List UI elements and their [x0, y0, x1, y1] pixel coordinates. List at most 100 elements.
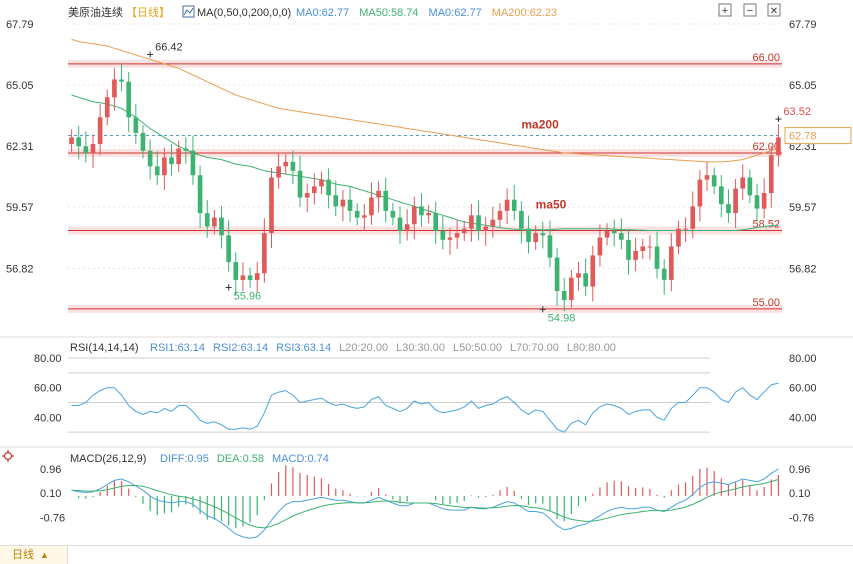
rsi-y-tick-right: 60.00	[789, 383, 817, 395]
candle-body	[404, 224, 410, 231]
candle-body	[390, 210, 396, 218]
candle-body	[690, 206, 696, 229]
zoom-out-icon: −	[747, 5, 753, 17]
candle-body	[454, 233, 460, 238]
ma200-line	[71, 38, 779, 163]
indicator-settings-icon[interactable]	[2, 450, 14, 462]
rsi-legend-item: L20:20.00	[339, 342, 388, 354]
y-tick-label-left: 67.79	[6, 19, 34, 31]
zoom-in-button[interactable]: +	[718, 3, 732, 17]
candle-body	[233, 262, 239, 280]
bottom-toolbar: 日线 ▲	[0, 545, 853, 564]
candle-body	[76, 137, 82, 147]
candle-body	[661, 268, 667, 280]
candle-body	[276, 166, 281, 178]
candle-body	[569, 277, 574, 300]
candle-body	[576, 273, 581, 278]
macd-y-tick-right: 0.96	[789, 464, 810, 476]
ma-legend-item: MA200:62.23	[492, 7, 557, 19]
candle-body	[469, 215, 474, 229]
candle-body	[683, 228, 688, 230]
candle-body	[447, 237, 453, 240]
macd-dea-line	[71, 479, 779, 529]
candle-body	[369, 197, 374, 216]
close-panel-button[interactable]: ✕	[767, 3, 781, 17]
rsi-y-tick-left: 80.00	[34, 353, 62, 365]
candle-body	[290, 161, 296, 171]
candle-body	[669, 246, 674, 280]
macd-title: MACD(26,12,9)	[70, 453, 146, 465]
candle-body	[176, 148, 181, 165]
candle-body	[426, 213, 431, 216]
period-label[interactable]: 【日线】	[126, 5, 170, 19]
macd-y-tick-right: -0.76	[789, 512, 814, 524]
rsi-y-tick-right: 40.00	[789, 412, 817, 424]
ma-legend-item: MA0:62.77	[429, 7, 482, 19]
candle-body	[262, 233, 267, 274]
candle-body	[547, 235, 553, 258]
candle-body	[154, 166, 160, 176]
rsi-line	[71, 382, 779, 433]
candle-body	[204, 213, 210, 227]
period-selector[interactable]: 日线 ▲	[0, 546, 68, 564]
candle-body	[69, 137, 74, 145]
candle-body	[97, 117, 103, 145]
zoom-in-icon: +	[722, 5, 728, 17]
ma-text-label: ma50	[536, 198, 567, 212]
y-tick-label-right: 65.05	[789, 80, 817, 92]
instrument-title: 美原油连续	[68, 5, 123, 19]
rsi-title: RSI(14,14,14)	[70, 342, 138, 354]
rsi-y-tick-right: 80.00	[789, 353, 817, 365]
candle-body	[361, 215, 367, 218]
rsi-legend-item: L50:50.00	[453, 342, 502, 354]
level-label: 55.00	[752, 297, 780, 309]
rsi-legend-item: L70:70.00	[510, 342, 559, 354]
candle-body	[490, 219, 496, 227]
candle-body	[197, 175, 203, 214]
candle-body	[219, 217, 224, 236]
candle-body	[312, 186, 317, 194]
candle-body	[90, 144, 96, 153]
macd-y-tick-left: -0.76	[40, 512, 65, 524]
ma-settings-icon[interactable]	[182, 5, 195, 18]
last-price-label: 62.78	[789, 131, 817, 143]
extreme-label: 66.42	[155, 42, 183, 54]
candle-body	[104, 97, 110, 118]
rsi-legend-item: L80:80.00	[567, 342, 616, 354]
candle-body	[376, 190, 381, 198]
candle-body	[726, 204, 731, 214]
candle-body	[747, 177, 753, 196]
candle-body	[647, 246, 653, 248]
candle-body	[433, 213, 439, 231]
candle-body	[419, 206, 424, 216]
y-tick-label-left: 59.57	[6, 202, 34, 214]
candle-body	[704, 175, 710, 180]
macd-y-tick-right: 0.10	[789, 488, 810, 500]
macd-diff-line	[71, 468, 779, 539]
candle-body	[326, 179, 331, 196]
extreme-label: 54.98	[548, 312, 576, 324]
candle-body	[654, 246, 660, 269]
candle-body	[611, 230, 617, 234]
y-tick-label-left: 65.05	[6, 80, 34, 92]
candle-body	[126, 81, 132, 118]
period-selector-label: 日线	[12, 549, 34, 561]
level-label: 62.00	[752, 141, 780, 153]
candle-body	[461, 228, 467, 234]
rsi-panel: RSI(14,14,14) RSI1:63.14 RSI2:63.14 RSI3:63…	[0, 342, 853, 448]
candle-body	[319, 179, 324, 187]
candle-body	[740, 177, 746, 189]
rsi-legend-item: L30:30.00	[396, 342, 445, 354]
ma-legend-item: MA0:62.77	[296, 7, 349, 19]
y-tick-label-right: 67.79	[789, 19, 817, 31]
candle-body	[519, 210, 524, 229]
candle-body	[411, 206, 417, 225]
zoom-out-button[interactable]: −	[743, 3, 757, 17]
candle-body	[526, 228, 531, 243]
candle-body	[676, 228, 681, 247]
candle-body	[240, 275, 246, 280]
candle-body	[776, 137, 781, 156]
macd-y-tick-left: 0.10	[40, 488, 61, 500]
candle-body	[504, 199, 510, 211]
